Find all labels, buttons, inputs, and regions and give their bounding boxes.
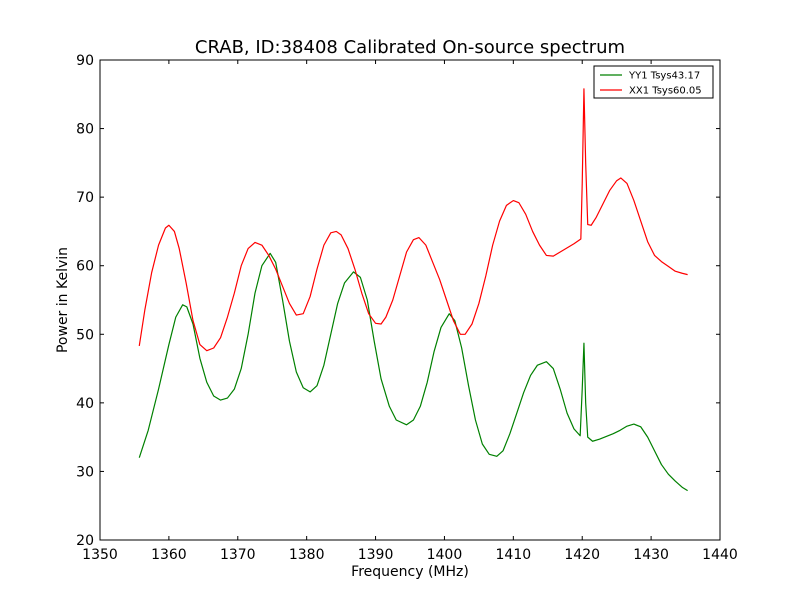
x-tick-label: 1360 [151,547,187,563]
ticks-layer: 1350 1360 1370 1380 1390 1400 1410 1420 1430 1440… [76,53,738,563]
y-tick-label: 50 [76,327,94,343]
y-tick-label: 90 [76,53,94,69]
x-tick-label: 1380 [289,547,325,563]
y-axis-label: Power in Kelvin [55,247,71,353]
x-tick-label: 1390 [358,547,394,563]
series-line-xx1 [138,88,688,352]
x-tick-label: 1350 [82,547,118,563]
series-layer [138,88,688,492]
legend-label-yy1: YY1 Tsys43.17 [628,71,700,82]
plot-area [100,60,720,540]
x-tick-label: 1420 [564,547,600,563]
x-tick-label: 1370 [220,547,256,563]
chart-title: CRAB, ID:38408 Calibrated On-source spec… [195,37,625,58]
legend-box [593,65,714,99]
y-tick-label: 70 [76,190,94,206]
y-tick-label: 40 [76,396,94,412]
x-tick-label: 1440 [702,547,738,563]
series-line-yy1 [138,252,688,492]
x-axis-label: Frequency (MHz) [351,564,469,580]
legend-label-xx1: XX1 Tsys60.05 [629,86,702,97]
x-tick-label: 1400 [427,547,463,563]
x-tick-label: 1410 [496,547,532,563]
legend: YY1 Tsys43.17 XX1 Tsys60.05 [593,65,714,99]
y-tick-label: 30 [76,464,94,480]
y-tick-label: 60 [76,259,94,275]
y-tick-label: 20 [76,533,94,549]
y-tick-label: 80 [76,122,94,138]
x-tick-label: 1430 [633,547,669,563]
plot-frame [99,59,721,541]
